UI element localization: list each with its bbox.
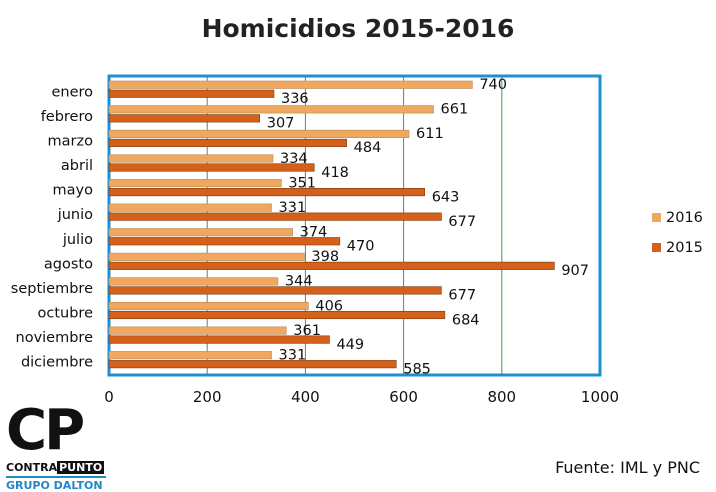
data-label-2016: 611: [416, 126, 444, 142]
data-label-2015: 907: [561, 263, 589, 279]
y-category-label: enero: [51, 84, 93, 100]
data-label-2015: 677: [448, 214, 476, 230]
y-category-label: junio: [57, 207, 93, 223]
contrapunto-logo: CP CONTRA PUNTO GRUPO DALTON: [6, 398, 110, 492]
logo-divider: [6, 476, 106, 478]
data-label-2016: 331: [279, 347, 307, 363]
data-label-2016: 361: [293, 323, 321, 339]
bar-2016: [108, 301, 309, 311]
data-label-2015: 336: [281, 91, 309, 107]
y-category-label: julio: [62, 232, 93, 248]
data-label-2015: 484: [354, 140, 382, 156]
y-category-label: octubre: [38, 306, 94, 322]
bar-2015: [108, 212, 442, 221]
bar-2015: [108, 237, 341, 246]
bar-2015: [108, 89, 275, 98]
legend-swatch-2016: [652, 213, 661, 222]
x-tick-label: 1000: [581, 388, 619, 406]
bar-2016: [108, 228, 293, 237]
y-category-label: marzo: [48, 133, 94, 149]
y-category-label: agosto: [44, 256, 93, 272]
logo-punto-text: PUNTO: [57, 461, 105, 474]
data-label-2015: 677: [448, 288, 476, 304]
bar-2015: [108, 163, 315, 172]
logo-contra-text: CONTRA: [6, 461, 58, 474]
bar-2016: [108, 80, 473, 89]
bar-2016: [108, 252, 305, 261]
y-category-label: febrero: [41, 109, 93, 125]
x-tick-label: 200: [193, 388, 222, 406]
data-label-2016: 398: [311, 249, 339, 265]
y-category-label: septiembre: [11, 281, 93, 297]
bar-2015: [108, 188, 426, 197]
bar-2015: [108, 310, 446, 320]
data-label-2015: 470: [347, 239, 375, 255]
legend-label-2015: 2015: [666, 240, 703, 256]
bar-2016: [108, 105, 434, 114]
bar-2016: [108, 179, 282, 188]
logo-mark: CP: [6, 398, 85, 463]
bar-2015: [108, 261, 555, 270]
x-tick-label: 0: [104, 388, 114, 406]
bar-2016: [108, 129, 410, 138]
logo-group-text: GRUPO DALTON: [6, 479, 103, 492]
data-label-2015: 585: [403, 361, 431, 377]
bar-2016: [108, 203, 272, 212]
bar-2015: [108, 360, 397, 369]
data-label-2016: 661: [441, 102, 469, 118]
y-category-label: noviembre: [16, 330, 94, 346]
legend-label-2016: 2016: [666, 210, 703, 226]
bar-2015: [108, 114, 261, 123]
data-label-2016: 740: [479, 77, 507, 93]
data-label-2015: 449: [336, 337, 364, 353]
source-note: Fuente: IML y PNC: [555, 458, 700, 477]
bar-2016: [108, 277, 279, 286]
bar-2016: [108, 351, 272, 360]
data-label-2016: 344: [285, 274, 313, 290]
data-label-2015: 684: [452, 312, 480, 328]
data-label-2015: 643: [432, 189, 460, 205]
x-tick-label: 600: [389, 388, 418, 406]
y-category-label: abril: [61, 158, 93, 174]
x-tick-label: 800: [487, 388, 516, 406]
bar-2016: [108, 154, 274, 163]
legend-swatch-2015: [652, 243, 661, 252]
data-label-2015: 418: [321, 165, 349, 181]
x-tick-label: 400: [291, 388, 320, 406]
data-label-2016: 334: [280, 151, 308, 167]
bar-2015: [108, 138, 347, 147]
data-label-2016: 374: [300, 225, 328, 241]
data-label-2015: 307: [267, 116, 295, 132]
y-category-label: mayo: [53, 183, 94, 199]
bar-2016: [108, 326, 287, 335]
y-category-label: diciembre: [21, 355, 93, 371]
data-label-2016: 406: [315, 298, 343, 314]
bar-2015: [108, 335, 330, 344]
bar-2015: [108, 286, 442, 295]
data-label-2016: 331: [279, 200, 307, 216]
plot-frame: [107, 74, 602, 377]
data-label-2016: 351: [288, 175, 316, 191]
chart-title: Homicidios 2015-2016: [201, 14, 515, 43]
